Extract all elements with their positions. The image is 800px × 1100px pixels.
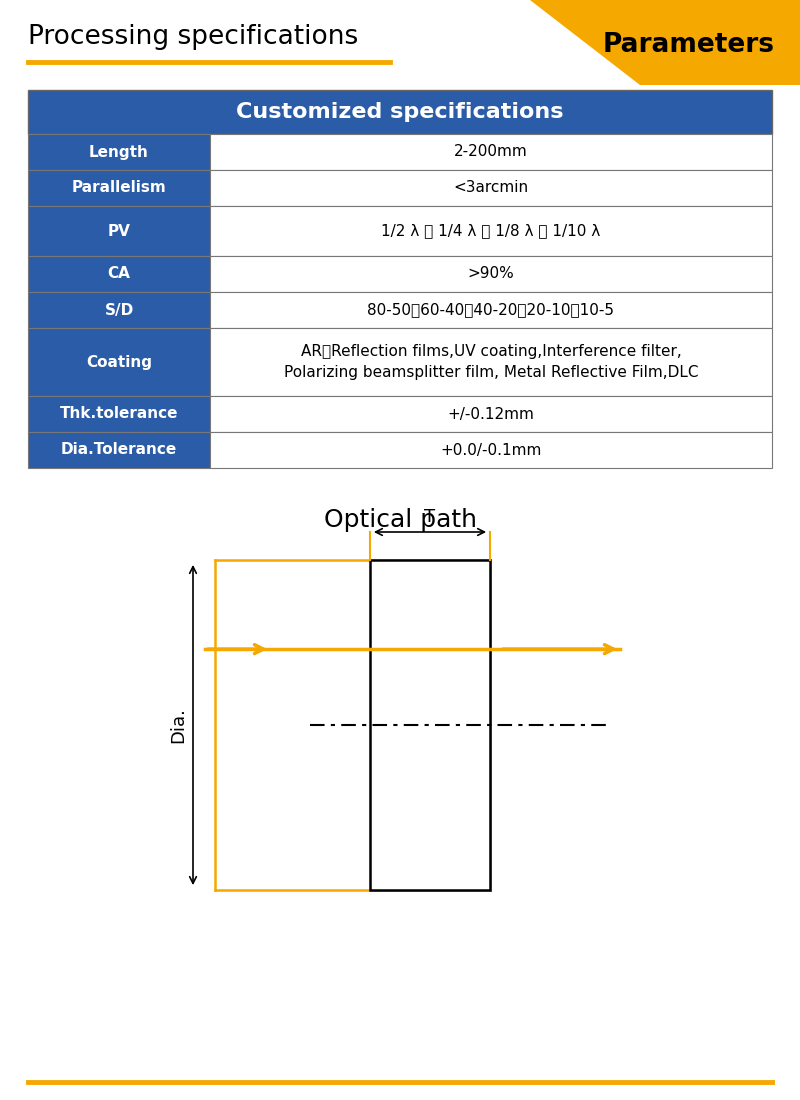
Bar (210, 256, 772, 292)
Text: CA: CA (107, 266, 130, 282)
Text: Processing specifications: Processing specifications (28, 24, 358, 50)
Text: Thk.tolerance: Thk.tolerance (60, 407, 178, 421)
Text: PV: PV (107, 223, 130, 239)
Bar (370, 560, 490, 890)
Text: +0.0/-0.1mm: +0.0/-0.1mm (440, 442, 542, 458)
Text: Dia.: Dia. (169, 707, 187, 743)
Text: 1/2 λ 、 1/4 λ 、 1/8 λ 、 1/10 λ: 1/2 λ 、 1/4 λ 、 1/8 λ 、 1/10 λ (382, 223, 601, 239)
Bar (210, 396, 772, 432)
Text: 80-50、60-40、40-20、20-10、10-5: 80-50、60-40、40-20、20-10、10-5 (367, 302, 614, 318)
Text: S/D: S/D (104, 302, 134, 318)
Bar (210, 292, 772, 328)
Bar (28, 134, 210, 170)
Text: 2-200mm: 2-200mm (454, 144, 528, 159)
Text: T: T (425, 508, 435, 526)
Text: <3arcmin: <3arcmin (454, 180, 529, 196)
Bar (28, 206, 210, 256)
Bar (28, 256, 210, 292)
Bar (28, 396, 210, 432)
Text: Length: Length (89, 144, 149, 159)
Bar (28, 328, 210, 396)
Bar (210, 432, 772, 468)
Text: Parallelism: Parallelism (72, 180, 166, 196)
Bar (28, 170, 210, 206)
Text: Customized specifications: Customized specifications (236, 102, 564, 122)
Bar (28, 432, 210, 468)
Text: Optical path: Optical path (323, 508, 477, 532)
Bar (28, 292, 210, 328)
Text: Dia.Tolerance: Dia.Tolerance (61, 442, 177, 458)
Bar (210, 328, 772, 396)
Text: +/-0.12mm: +/-0.12mm (447, 407, 534, 421)
Text: AR、Reflection films,UV coating,Interference filter,
Polarizing beamsplitter film: AR、Reflection films,UV coating,Interfere… (284, 344, 698, 380)
Bar (210, 134, 772, 170)
Polygon shape (530, 0, 800, 85)
Bar (210, 170, 772, 206)
Text: >90%: >90% (468, 266, 514, 282)
Text: Coating: Coating (86, 354, 152, 370)
Bar (28, 90, 772, 134)
Text: Parameters: Parameters (603, 32, 775, 58)
Bar (210, 206, 772, 256)
